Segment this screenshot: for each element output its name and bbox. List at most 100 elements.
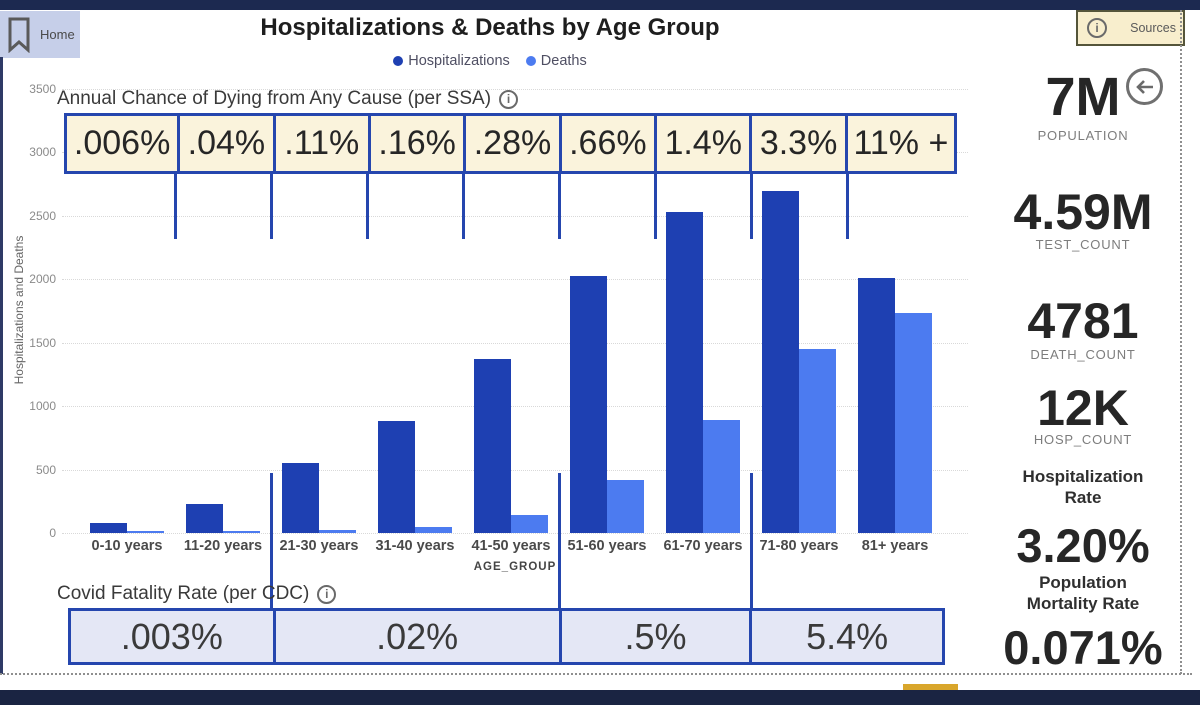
bar-deaths-31-40-years[interactable] (415, 526, 452, 533)
ssa-cell: 1.4% (654, 116, 750, 171)
bottom-bar (0, 690, 1200, 705)
legend-item-deaths[interactable]: Deaths (525, 53, 587, 69)
y-axis-tick-label: 2000 (29, 272, 56, 286)
y-axis-tick-label: 500 (35, 462, 56, 477)
bar-hospitalizations-0-10-years[interactable] (90, 522, 127, 533)
canvas-left-border (0, 57, 3, 674)
bar-hospitalizations-31-40-years[interactable] (378, 420, 415, 533)
bottom-scrollbar-track[interactable] (0, 676, 1200, 690)
scrollbar-thumb[interactable] (903, 684, 958, 690)
legend-label: Hospitalizations (408, 53, 510, 69)
ssa-connector-line (749, 174, 753, 239)
x-axis-category-label: 81+ years (861, 538, 929, 554)
ssa-connector-line (365, 174, 369, 239)
covid-cell: .02% (272, 611, 559, 662)
canvas-right-dotted-border (1180, 10, 1182, 674)
info-icon: i (1087, 18, 1107, 38)
ssa-connector-line (845, 174, 849, 239)
x-axis-category-label: 61-70 years (663, 538, 743, 554)
home-button[interactable]: Home (0, 11, 80, 58)
ssa-cell: .006% (67, 116, 178, 171)
ssa-annotation-row: .006% .04% .11% .16% .28% .66% 1.4% 3.3% 11% + (64, 113, 957, 174)
ssa-cell: .16% (367, 116, 464, 171)
info-icon[interactable]: i (317, 584, 337, 604)
back-arrow-button[interactable] (1126, 68, 1163, 105)
bar-hospitalizations-41-50-years[interactable] (474, 359, 511, 533)
y-axis-tick-label: 1000 (29, 399, 56, 413)
hospitalization-rate-value: 3.20% (1016, 519, 1150, 572)
home-label: Home (40, 27, 75, 42)
ssa-cell: .11% (272, 116, 368, 171)
ssa-cell: .66% (558, 116, 655, 171)
info-icon[interactable]: i (499, 89, 519, 109)
y-axis-tick-label: 3000 (29, 145, 56, 159)
y-axis-tick-label: 1500 (29, 335, 56, 350)
ssa-connector-line (557, 174, 561, 239)
population-card-label: POPULATION (1037, 128, 1129, 143)
population-mortality-rate-label: Population Mortality Rate (1026, 573, 1140, 613)
gridline (62, 88, 968, 90)
legend-item-hospitalizations[interactable]: Hospitalizations (393, 53, 510, 69)
sources-button[interactable]: i Sources (1076, 10, 1185, 46)
ssa-connector-line (269, 174, 273, 239)
covid-cell: 5.4% (749, 611, 942, 662)
x-axis-category-label: 11-20 years (183, 538, 263, 554)
hospitalization-rate-label: Hospitalization Rate (1022, 467, 1144, 507)
covid-connector-line (749, 473, 753, 609)
hosp-count-card-label: HOSP_COUNT (1033, 432, 1133, 447)
x-axis-category-label: 0-10 years (91, 538, 163, 554)
x-axis-title: AGE_GROUP (473, 561, 557, 573)
y-axis-title: Hospitalizations and Deaths (12, 235, 26, 385)
x-axis-category-label: 41-50 years (471, 538, 551, 554)
death-count-card-label: DEATH_COUNT (1030, 347, 1136, 362)
test-count-card-label: TEST_COUNT (1035, 237, 1131, 252)
gridline (62, 469, 968, 471)
bar-deaths-11-20-years[interactable] (223, 531, 260, 533)
legend-label: Deaths (540, 53, 587, 69)
x-axis-category-label: 31-40 years (375, 538, 455, 554)
gridline (62, 279, 968, 280)
y-axis-tick-label: 3500 (29, 81, 56, 96)
bar-deaths-81+-years[interactable] (895, 312, 932, 533)
ssa-cell: .04% (177, 116, 273, 171)
ssa-cell: .28% (463, 116, 559, 171)
legend-dot-icon (393, 56, 404, 66)
x-axis-category-label: 21-30 years (279, 538, 359, 554)
covid-connector-line (269, 473, 273, 609)
chart-legend: Hospitalizations Deaths (200, 53, 780, 69)
ssa-cell: 3.3% (749, 116, 845, 171)
y-axis-tick-label: 0 (49, 526, 56, 540)
bar-hospitalizations-11-20-years[interactable] (186, 504, 223, 533)
hosp-count-card-value: 12K (1037, 380, 1129, 436)
bookmark-icon (8, 17, 30, 53)
bar-deaths-41-50-years[interactable] (511, 514, 548, 533)
sources-label: Sources (1130, 21, 1176, 35)
bar-deaths-71-80-years[interactable] (799, 348, 836, 533)
bar-hospitalizations-51-60-years[interactable] (570, 276, 607, 533)
gridline (62, 533, 968, 534)
population-card-value: 7M (1045, 67, 1121, 127)
y-axis-tick-label: 2500 (29, 208, 56, 223)
ssa-cell: 11% + (844, 116, 955, 171)
covid-connector-line (557, 473, 561, 609)
back-arrow-icon (1135, 79, 1153, 94)
bar-hospitalizations-81+-years[interactable] (858, 277, 895, 533)
x-axis-category-label: 51-60 years (567, 538, 647, 554)
page-title: Hospitalizations & Deaths by Age Group (260, 14, 720, 41)
gridline (62, 406, 968, 407)
bar-deaths-61-70-years[interactable] (703, 419, 740, 533)
gridline (62, 215, 968, 217)
death-count-card-value: 4781 (1027, 293, 1139, 349)
bar-hospitalizations-61-70-years[interactable] (666, 211, 703, 533)
bar-hospitalizations-21-30-years[interactable] (282, 463, 319, 533)
population-mortality-rate-value: 0.071% (1003, 621, 1163, 674)
ssa-connector-line (653, 174, 657, 239)
bar-hospitalizations-71-80-years[interactable] (762, 191, 799, 533)
bar-deaths-0-10-years[interactable] (127, 531, 164, 533)
bar-deaths-21-30-years[interactable] (319, 530, 356, 533)
canvas-bottom-dotted-border (0, 673, 1192, 675)
ssa-annotation-title: Annual Chance of Dying from Any Cause (p… (57, 88, 519, 110)
gridline (62, 342, 968, 344)
bar-deaths-51-60-years[interactable] (607, 479, 644, 533)
